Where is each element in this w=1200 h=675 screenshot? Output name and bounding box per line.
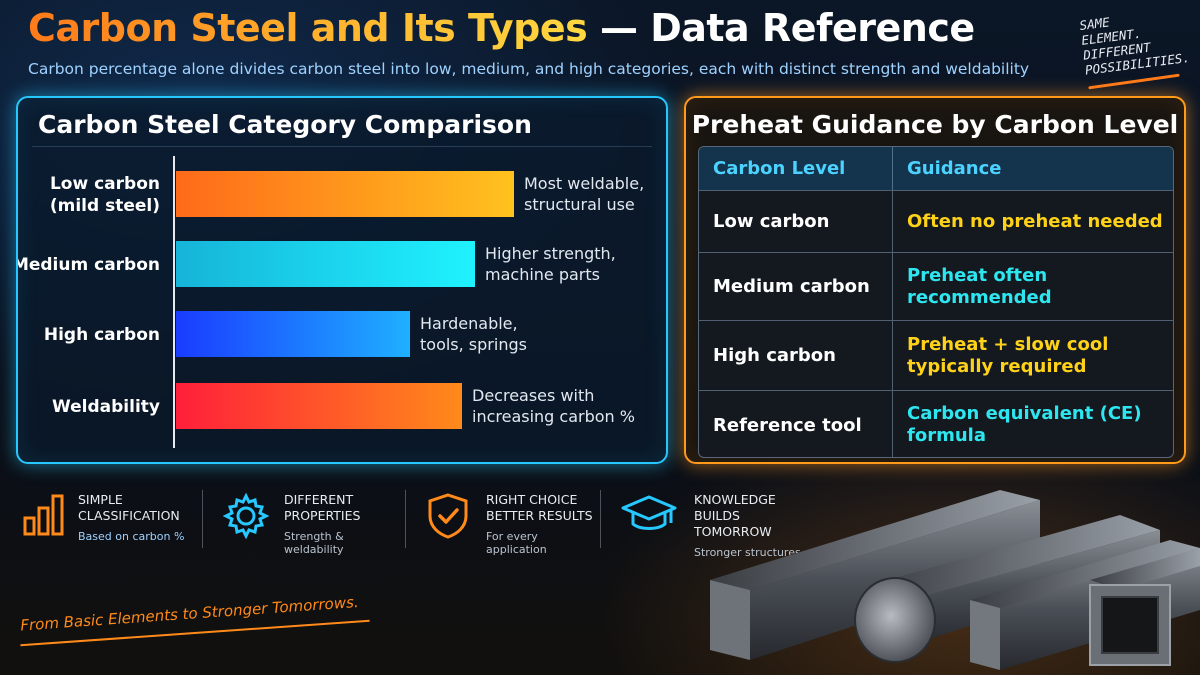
feature-subtext: Strength & weldability bbox=[284, 530, 344, 556]
graduation-cap-icon bbox=[621, 495, 677, 530]
table-row: High carbon Preheat + slow cool typically… bbox=[699, 320, 1173, 390]
category-label: High carbon bbox=[44, 325, 160, 345]
comparison-bar bbox=[176, 241, 475, 287]
feature-text: RIGHT CHOICE BETTER RESULTS For every app… bbox=[486, 492, 598, 556]
feature-classification: SIMPLE CLASSIFICATION Based on carbon % bbox=[22, 492, 197, 554]
guidance-line: formula bbox=[907, 425, 986, 446]
page-subtitle: Carbon percentage alone divides carbon s… bbox=[28, 60, 1030, 78]
feature-heading-line: CLASSIFICATION bbox=[78, 508, 180, 523]
bar-annotation-line: Hardenable, bbox=[420, 314, 518, 333]
bar-annotation-line: tools, springs bbox=[420, 335, 527, 354]
preheat-title: Preheat Guidance by Carbon Level bbox=[691, 110, 1179, 139]
feature-subtext: Based on carbon % bbox=[78, 530, 185, 543]
feature-text: DIFFERENT PROPERTIES Strength & weldabili… bbox=[284, 492, 402, 556]
feature-heading-line: RIGHT CHOICE bbox=[486, 492, 578, 507]
comparison-chart: Low carbon (mild steel) Most weldable, stru… bbox=[18, 156, 644, 448]
category-label: Weldability bbox=[52, 397, 160, 417]
category-label-line: Medium carbon bbox=[18, 255, 160, 275]
feature-heading: SIMPLE CLASSIFICATION bbox=[78, 492, 184, 524]
guidance-line: Preheat + slow cool bbox=[907, 333, 1109, 355]
feature-heading-line: BETTER RESULTS bbox=[486, 508, 593, 523]
panel-divider bbox=[32, 146, 652, 147]
bar-annotation-line: Most weldable, bbox=[524, 174, 644, 193]
bar-annotation-line: Decreases with bbox=[472, 386, 594, 405]
feature-text: KNOWLEDGE BUILDS TOMORROW Stronger struct… bbox=[694, 492, 820, 559]
bar-annotation: Most weldable, structural use bbox=[524, 174, 644, 214]
comparison-bar bbox=[176, 383, 462, 429]
table-row: Medium carbon Preheat often recommended bbox=[699, 252, 1173, 320]
guidance-cell: Preheat often recommended bbox=[893, 253, 1173, 320]
category-label-line: Low carbon bbox=[50, 174, 160, 194]
feature-separator bbox=[600, 490, 601, 548]
feature-heading-line: PROPERTIES bbox=[284, 508, 361, 523]
feature-heading: KNOWLEDGE BUILDS TOMORROW bbox=[694, 492, 820, 540]
bar-annotation-line: increasing carbon % bbox=[472, 407, 635, 426]
feature-heading-line: DIFFERENT bbox=[284, 492, 354, 507]
feature-properties: DIFFERENT PROPERTIES Strength & weldabili… bbox=[222, 492, 402, 556]
feature-separator bbox=[202, 490, 203, 548]
feature-knowledge: KNOWLEDGE BUILDS TOMORROW Stronger struct… bbox=[620, 492, 820, 559]
guidance-line: Often no preheat needed bbox=[907, 210, 1163, 232]
carbon-level-cell: Low carbon bbox=[699, 191, 893, 252]
table-row: Reference tool Carbon equivalent (CE) for… bbox=[699, 390, 1173, 457]
comparison-title: Carbon Steel Category Comparison bbox=[38, 110, 532, 139]
table-row: Low carbon Often no preheat needed bbox=[699, 190, 1173, 252]
feature-separator bbox=[405, 490, 406, 548]
feature-heading: DIFFERENT PROPERTIES bbox=[284, 492, 402, 524]
guidance-cell: Carbon equivalent (CE) formula bbox=[893, 391, 1173, 457]
preheat-table: Carbon Level Guidance Low carbon Often n… bbox=[698, 146, 1174, 458]
carbon-level-cell: High carbon bbox=[699, 321, 893, 390]
table-header-row: Carbon Level Guidance bbox=[699, 147, 1173, 190]
bar-chart-icon bbox=[23, 494, 64, 536]
carbon-level-cell: Medium carbon bbox=[699, 253, 893, 320]
bar-annotation: Decreases with increasing carbon % bbox=[472, 386, 635, 426]
category-label: Low carbon (mild steel) bbox=[50, 174, 160, 216]
motto-tag: SAME ELEMENT. DIFFERENT POSSIBILITIES. bbox=[1079, 6, 1191, 77]
title-highlight: Carbon Steel and Its Types bbox=[28, 6, 588, 50]
shield-check-icon bbox=[428, 493, 468, 539]
guidance-line: typically required bbox=[907, 355, 1087, 377]
header-carbon-level: Carbon Level bbox=[699, 147, 893, 190]
feature-text: SIMPLE CLASSIFICATION Based on carbon % bbox=[78, 492, 184, 543]
title-rest: — Data Reference bbox=[587, 6, 975, 50]
feature-heading-line: BUILDS TOMORROW bbox=[694, 508, 772, 539]
feature-right-choice: RIGHT CHOICE BETTER RESULTS For every app… bbox=[426, 492, 598, 556]
category-label: Medium carbon bbox=[18, 255, 160, 275]
category-label-line: High carbon bbox=[44, 325, 160, 345]
bar-annotation-line: structural use bbox=[524, 195, 635, 214]
header-guidance: Guidance bbox=[907, 157, 1002, 179]
preheat-panel: Preheat Guidance by Carbon Level Carbon … bbox=[684, 96, 1186, 464]
feature-heading-line: SIMPLE bbox=[78, 492, 123, 507]
guidance-line: Carbon equivalent (CE) bbox=[907, 403, 1142, 424]
comparison-bar bbox=[176, 171, 514, 217]
guidance-line: recommended bbox=[907, 286, 1052, 308]
guidance-cell: Often no preheat needed bbox=[893, 191, 1173, 252]
bar-annotation-line: Higher strength, bbox=[485, 244, 616, 263]
comparison-panel: Carbon Steel Category Comparison Low car… bbox=[16, 96, 668, 464]
comparison-bar bbox=[176, 311, 410, 357]
steel-bars-image bbox=[710, 490, 1200, 670]
category-label-line: Weldability bbox=[52, 397, 160, 417]
feature-subtext: For every application bbox=[486, 530, 547, 556]
page-title: Carbon Steel and Its Types — Data Refere… bbox=[28, 6, 975, 58]
feature-heading-line: KNOWLEDGE bbox=[694, 492, 776, 507]
bar-annotation: Hardenable, tools, springs bbox=[420, 314, 527, 354]
guidance-line: Preheat often bbox=[907, 264, 1048, 286]
feature-heading: RIGHT CHOICE BETTER RESULTS bbox=[486, 492, 598, 524]
footer-slogan: From Basic Elements to Stronger Tomorrow… bbox=[19, 592, 360, 635]
feature-subtext: Stronger structures bbox=[694, 546, 801, 559]
bar-annotation: Higher strength, machine parts bbox=[485, 244, 616, 284]
gear-icon bbox=[222, 492, 270, 540]
motto-underline bbox=[1088, 73, 1180, 90]
carbon-level-cell: Reference tool bbox=[699, 391, 893, 457]
bar-annotation-line: machine parts bbox=[485, 265, 600, 284]
guidance-cell: Preheat + slow cool typically required bbox=[893, 321, 1173, 390]
category-label-line: (mild steel) bbox=[50, 196, 160, 216]
